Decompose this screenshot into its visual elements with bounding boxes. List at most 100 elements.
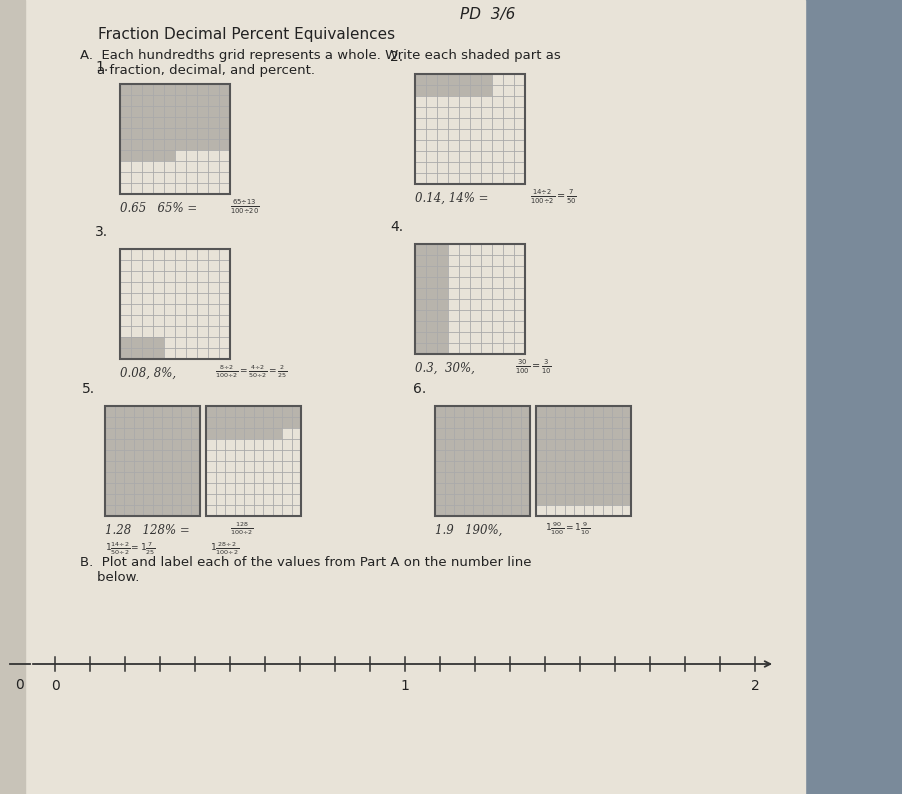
- Bar: [152, 483, 162, 494]
- Bar: [546, 450, 555, 461]
- Bar: [415, 74, 426, 85]
- Bar: [435, 450, 445, 461]
- Bar: [502, 483, 511, 494]
- Bar: [153, 106, 164, 117]
- Bar: [483, 483, 492, 494]
- Bar: [473, 450, 483, 461]
- Bar: [612, 406, 621, 417]
- Bar: [263, 428, 272, 439]
- Bar: [565, 472, 574, 483]
- Bar: [120, 117, 131, 128]
- Bar: [235, 428, 244, 439]
- Bar: [574, 494, 584, 505]
- Bar: [181, 428, 190, 439]
- Bar: [133, 505, 143, 516]
- Bar: [502, 472, 511, 483]
- Bar: [153, 337, 164, 348]
- Bar: [603, 439, 612, 450]
- Bar: [426, 310, 437, 321]
- Bar: [612, 428, 621, 439]
- Text: 1.9   190%,: 1.9 190%,: [435, 524, 502, 537]
- Bar: [162, 472, 171, 483]
- Bar: [565, 461, 574, 472]
- Bar: [536, 461, 546, 472]
- Bar: [143, 472, 152, 483]
- Bar: [143, 494, 152, 505]
- Bar: [143, 505, 152, 516]
- Bar: [282, 406, 291, 417]
- Bar: [219, 117, 230, 128]
- Bar: [464, 406, 473, 417]
- Bar: [197, 139, 208, 150]
- Bar: [492, 472, 502, 483]
- Text: 2.: 2.: [390, 50, 403, 64]
- Bar: [133, 439, 143, 450]
- Text: 4.: 4.: [390, 220, 403, 234]
- Bar: [511, 494, 520, 505]
- Bar: [574, 428, 584, 439]
- Bar: [555, 439, 565, 450]
- Bar: [448, 74, 459, 85]
- Bar: [152, 472, 162, 483]
- Bar: [621, 450, 631, 461]
- Bar: [593, 461, 603, 472]
- Bar: [142, 139, 153, 150]
- Bar: [124, 505, 133, 516]
- Bar: [142, 337, 153, 348]
- Bar: [445, 472, 454, 483]
- Bar: [555, 428, 565, 439]
- Bar: [435, 439, 445, 450]
- Bar: [105, 417, 115, 428]
- Text: 6.: 6.: [413, 382, 427, 396]
- Bar: [115, 494, 124, 505]
- Bar: [153, 117, 164, 128]
- Bar: [190, 483, 200, 494]
- Bar: [454, 428, 464, 439]
- Bar: [603, 483, 612, 494]
- Bar: [175, 117, 186, 128]
- Bar: [186, 139, 197, 150]
- Bar: [120, 106, 131, 117]
- Bar: [464, 483, 473, 494]
- Bar: [142, 84, 153, 95]
- Text: 5.: 5.: [82, 382, 95, 396]
- Bar: [426, 244, 437, 255]
- Bar: [492, 450, 502, 461]
- Text: below.: below.: [80, 571, 140, 584]
- Bar: [603, 472, 612, 483]
- Bar: [244, 406, 253, 417]
- Bar: [612, 439, 621, 450]
- Bar: [437, 321, 448, 332]
- Bar: [244, 428, 253, 439]
- Bar: [120, 84, 230, 194]
- Bar: [208, 84, 219, 95]
- Bar: [190, 428, 200, 439]
- Bar: [415, 85, 426, 96]
- Bar: [131, 84, 142, 95]
- Bar: [454, 472, 464, 483]
- Bar: [621, 417, 631, 428]
- Bar: [143, 428, 152, 439]
- Bar: [565, 439, 574, 450]
- Bar: [426, 332, 437, 343]
- Bar: [162, 428, 171, 439]
- Bar: [152, 461, 162, 472]
- Bar: [492, 428, 502, 439]
- Bar: [426, 266, 437, 277]
- Bar: [435, 505, 445, 516]
- Bar: [565, 406, 574, 417]
- Bar: [593, 428, 603, 439]
- Bar: [546, 417, 555, 428]
- Bar: [133, 483, 143, 494]
- Bar: [437, 266, 448, 277]
- Bar: [445, 450, 454, 461]
- Bar: [175, 84, 186, 95]
- Bar: [415, 288, 426, 299]
- Bar: [536, 472, 546, 483]
- Bar: [142, 128, 153, 139]
- Bar: [603, 450, 612, 461]
- Bar: [464, 450, 473, 461]
- Bar: [492, 439, 502, 450]
- Bar: [0, 0, 25, 794]
- Bar: [520, 406, 530, 417]
